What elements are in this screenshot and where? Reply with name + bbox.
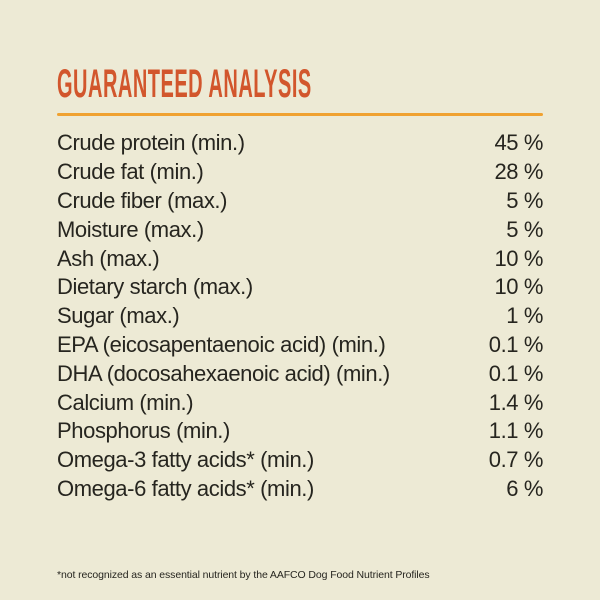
nutrient-value: 5 % <box>506 216 543 242</box>
analysis-row: DHA (docosahexaenoic acid) (min.) 0.1 % <box>57 359 543 388</box>
nutrient-label: Crude fiber (max.) <box>57 187 228 213</box>
analysis-row: Dietary starch (max.) 10 % <box>57 273 543 302</box>
nutrient-label: EPA (eicosapentaenoic acid) (min.) <box>57 331 386 357</box>
analysis-row: Calcium (min.) 1.4 % <box>57 388 543 417</box>
nutrient-label: Dietary starch (max.) <box>57 274 253 300</box>
nutrient-value: 28 % <box>494 159 543 185</box>
nutrient-value: 45 % <box>494 130 543 156</box>
nutrient-label: DHA (docosahexaenoic acid) (min.) <box>57 360 390 386</box>
section-title: GUARANTEED ANALYSIS <box>57 62 312 106</box>
analysis-row: EPA (eicosapentaenoic acid) (min.) 0.1 % <box>57 331 543 360</box>
nutrient-value: 0.1 % <box>488 331 544 357</box>
analysis-row: Moisture (max.) 5 % <box>57 215 543 244</box>
nutrient-value: 1.1 % <box>488 418 544 444</box>
nutrient-label: Calcium (min.) <box>57 389 194 415</box>
analysis-row: Ash (max.) 10 % <box>57 244 543 273</box>
nutrient-label: Omega-6 fatty acids* (min.) <box>57 475 314 501</box>
nutrient-label: Sugar (max.) <box>57 303 180 329</box>
nutrient-label: Omega-3 fatty acids* (min.) <box>57 447 314 473</box>
nutrient-label: Crude protein (min.) <box>57 130 245 156</box>
nutrient-label: Phosphorus (min.) <box>57 418 230 444</box>
title-underline <box>57 113 543 116</box>
nutrient-value: 0.7 % <box>488 447 544 473</box>
nutrient-label: Crude fat (min.) <box>57 159 204 185</box>
analysis-row: Sugar (max.) 1 % <box>57 302 543 331</box>
nutrient-value: 0.1 % <box>488 360 544 386</box>
analysis-row: Omega-3 fatty acids* (min.) 0.7 % <box>57 446 543 475</box>
nutrient-value: 1.4 % <box>488 389 544 415</box>
analysis-row: Crude fat (min.) 28 % <box>57 158 543 187</box>
nutrient-label: Moisture (max.) <box>57 216 204 242</box>
footnote: *not recognized as an essential nutrient… <box>57 569 430 581</box>
analysis-table: Crude protein (min.) 45 % Crude fat (min… <box>57 129 543 503</box>
nutrient-value: 6 % <box>506 475 543 501</box>
nutrient-value: 5 % <box>506 187 543 213</box>
nutrient-value: 10 % <box>494 245 543 271</box>
analysis-row: Crude fiber (max.) 5 % <box>57 187 543 216</box>
nutrient-value: 1 % <box>506 303 543 329</box>
nutrient-value: 10 % <box>494 274 543 300</box>
analysis-row: Crude protein (min.) 45 % <box>57 129 543 158</box>
analysis-row: Phosphorus (min.) 1.1 % <box>57 417 543 446</box>
analysis-row: Omega-6 fatty acids* (min.) 6 % <box>57 475 543 504</box>
nutrient-label: Ash (max.) <box>57 245 160 271</box>
